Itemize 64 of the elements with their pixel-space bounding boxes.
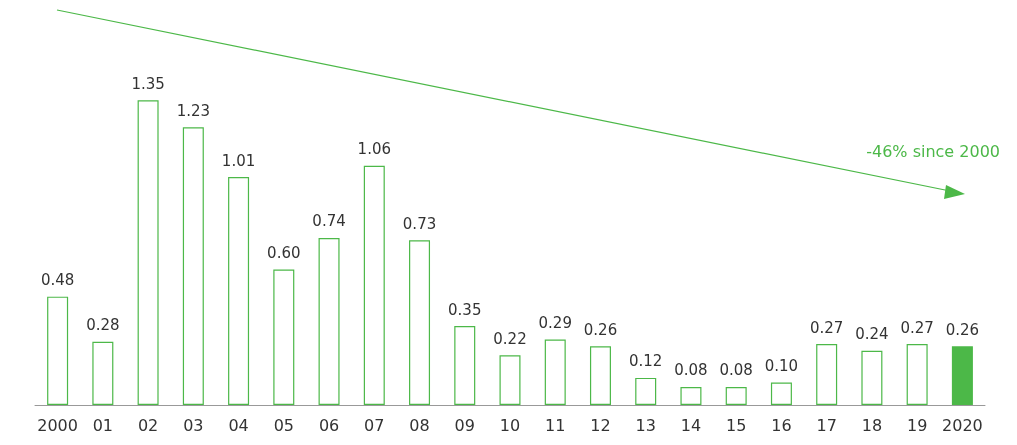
- data-label: 0.60: [267, 244, 301, 263]
- x-tick-label: 11: [545, 415, 566, 435]
- data-label: 1.35: [131, 74, 165, 93]
- bar: [861, 350, 883, 405]
- bar: [770, 382, 792, 405]
- bar: [47, 296, 69, 405]
- bar: [499, 355, 521, 405]
- x-tick-label: 09: [454, 415, 475, 435]
- bar: [318, 237, 340, 405]
- data-label: 1.01: [221, 151, 256, 170]
- x-tick-label: 2000: [37, 415, 78, 435]
- x-tick-label: 10: [499, 415, 521, 435]
- bar: [635, 377, 657, 405]
- x-tick-label: 19: [906, 415, 928, 435]
- data-label: 1.06: [357, 140, 391, 159]
- data-label: 0.28: [86, 316, 120, 335]
- x-tick-label: 2020: [942, 415, 983, 435]
- x-tick-label: 07: [364, 415, 385, 435]
- x-tick-label: 17: [816, 415, 837, 435]
- data-label: 0.10: [764, 356, 799, 375]
- bar: [589, 346, 611, 405]
- data-label: 0.73: [402, 214, 437, 233]
- data-label: 0.74: [312, 212, 346, 231]
- x-tick-label: 15: [726, 415, 747, 435]
- data-label: 0.35: [448, 300, 482, 319]
- x-tick-label: 04: [228, 415, 249, 435]
- x-tick-label: 14: [680, 415, 702, 435]
- data-label: 0.22: [493, 329, 527, 348]
- data-label: 0.26: [583, 320, 618, 339]
- data-label: 0.08: [719, 361, 753, 380]
- x-tick-label: 03: [183, 415, 204, 435]
- bar: [951, 346, 973, 405]
- bar: [409, 240, 431, 405]
- data-label: 0.24: [855, 325, 889, 344]
- bar: [182, 127, 204, 405]
- x-tick-label: 12: [590, 415, 611, 435]
- x-tick-label: 18: [861, 415, 883, 435]
- data-label: 0.26: [945, 320, 980, 339]
- data-label: 0.27: [809, 318, 844, 337]
- bar: [363, 165, 385, 405]
- bar: [680, 386, 702, 405]
- bar: [725, 386, 747, 405]
- bar: [816, 344, 838, 405]
- x-tick-label: 05: [273, 415, 294, 435]
- bar: [273, 269, 295, 405]
- bar: [454, 326, 476, 405]
- bar: [228, 177, 250, 405]
- x-tick-label: 13: [635, 415, 656, 435]
- data-label: 0.12: [629, 352, 663, 371]
- data-label: 0.27: [900, 318, 934, 337]
- data-label: 1.23: [176, 101, 211, 120]
- bar: [906, 344, 928, 405]
- x-tick-label: 16: [771, 415, 792, 435]
- data-label: 0.29: [538, 314, 572, 333]
- x-tick-label: 02: [137, 415, 159, 435]
- annotation: -46% since 2000: [866, 141, 1001, 161]
- bar: [544, 339, 566, 405]
- data-label: 0.08: [674, 361, 708, 380]
- bar: [92, 341, 114, 405]
- x-tick-label: 06: [318, 415, 340, 435]
- x-tick-label: 01: [92, 415, 114, 435]
- bar: [137, 100, 159, 405]
- data-label: 0.48: [40, 271, 75, 290]
- x-tick-label: 08: [409, 415, 430, 435]
